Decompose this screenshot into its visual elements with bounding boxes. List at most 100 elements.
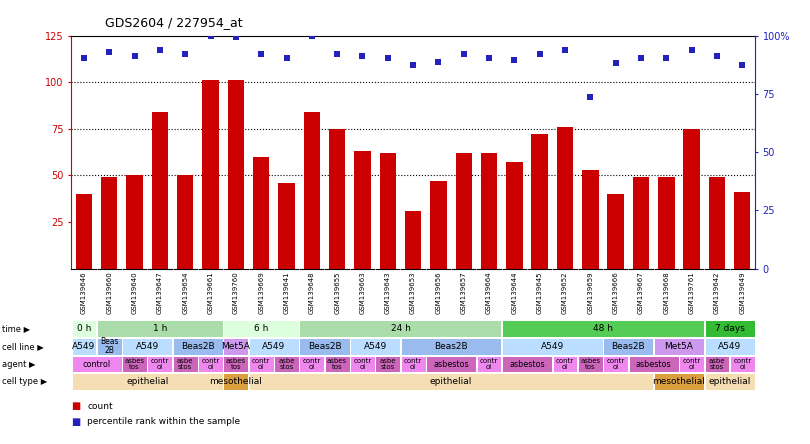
Bar — [71, 356, 122, 373]
Bar — [426, 356, 476, 373]
Text: asbes
tos: asbes tos — [125, 358, 145, 370]
Bar — [502, 338, 603, 355]
Text: 1 h: 1 h — [153, 324, 167, 333]
Text: GSM139666: GSM139666 — [612, 271, 619, 314]
Bar — [253, 157, 270, 269]
Text: A549: A549 — [262, 342, 285, 351]
Text: GSM139646: GSM139646 — [81, 271, 87, 314]
Bar — [300, 320, 501, 337]
Bar — [705, 338, 755, 355]
Text: 0 h: 0 h — [77, 324, 92, 333]
Bar — [329, 129, 345, 269]
Bar — [71, 373, 223, 390]
Bar — [228, 80, 244, 269]
Text: GSM139648: GSM139648 — [309, 271, 315, 314]
Text: epithelial: epithelial — [709, 377, 751, 386]
Text: contr
ol: contr ol — [252, 358, 271, 370]
Text: mesothelial: mesothelial — [210, 377, 262, 386]
Text: GSM139653: GSM139653 — [410, 271, 416, 314]
Bar — [279, 183, 295, 269]
Text: epithelial: epithelial — [126, 377, 168, 386]
Bar — [380, 153, 396, 269]
Bar — [198, 356, 223, 373]
Text: contr
ol: contr ol — [404, 358, 422, 370]
Text: asbe
stos: asbe stos — [177, 358, 194, 370]
Bar — [705, 356, 729, 373]
Text: A549: A549 — [364, 342, 386, 351]
Bar — [249, 338, 299, 355]
Text: asbes
tos: asbes tos — [327, 358, 347, 370]
Bar — [603, 356, 628, 373]
Bar — [582, 170, 599, 269]
Text: GSM139663: GSM139663 — [360, 271, 365, 314]
Bar — [325, 356, 350, 373]
Text: GSM139645: GSM139645 — [537, 271, 543, 313]
Bar — [354, 151, 371, 269]
Text: asbestos: asbestos — [433, 360, 469, 369]
Bar — [658, 177, 675, 269]
Bar — [122, 338, 173, 355]
Text: GSM139669: GSM139669 — [258, 271, 264, 314]
Bar — [97, 320, 223, 337]
Bar — [97, 338, 122, 355]
Text: GSM139654: GSM139654 — [182, 271, 188, 313]
Text: GSM139643: GSM139643 — [385, 271, 390, 314]
Text: GSM139647: GSM139647 — [157, 271, 163, 314]
Bar — [151, 112, 168, 269]
Bar — [202, 80, 219, 269]
Bar — [506, 163, 522, 269]
Text: GSM139655: GSM139655 — [335, 271, 340, 313]
Text: cell line ▶: cell line ▶ — [2, 342, 44, 351]
Bar — [476, 356, 501, 373]
Bar — [71, 320, 96, 337]
Bar — [578, 356, 603, 373]
Bar — [224, 356, 249, 373]
Bar — [122, 356, 147, 373]
Bar — [224, 338, 249, 355]
Bar — [734, 192, 751, 269]
Text: ■: ■ — [71, 401, 80, 411]
Bar — [556, 127, 573, 269]
Text: Met5A: Met5A — [664, 342, 693, 351]
Bar — [730, 356, 755, 373]
Bar — [350, 356, 375, 373]
Bar — [101, 177, 117, 269]
Bar — [173, 338, 223, 355]
Text: time ▶: time ▶ — [2, 324, 30, 333]
Text: contr
ol: contr ol — [480, 358, 498, 370]
Text: GSM139661: GSM139661 — [207, 271, 214, 314]
Bar — [608, 194, 624, 269]
Text: asbe
stos: asbe stos — [279, 358, 295, 370]
Text: asbe
stos: asbe stos — [709, 358, 725, 370]
Text: GSM139667: GSM139667 — [638, 271, 644, 314]
Text: contr
ol: contr ol — [607, 358, 625, 370]
Bar — [224, 373, 249, 390]
Bar — [401, 338, 501, 355]
Bar — [709, 177, 725, 269]
Text: contr
ol: contr ol — [683, 358, 701, 370]
Text: GSM139652: GSM139652 — [562, 271, 568, 313]
Bar — [350, 338, 400, 355]
Bar — [405, 211, 421, 269]
Bar — [173, 356, 198, 373]
Text: asbes
tos: asbes tos — [226, 358, 246, 370]
Text: asbe
stos: asbe stos — [380, 358, 396, 370]
Text: epithelial: epithelial — [430, 377, 472, 386]
Text: 48 h: 48 h — [593, 324, 613, 333]
Text: cell type ▶: cell type ▶ — [2, 377, 47, 386]
Text: contr
ol: contr ol — [733, 358, 752, 370]
Bar — [249, 356, 274, 373]
Text: A549: A549 — [135, 342, 159, 351]
Text: asbes
tos: asbes tos — [580, 358, 600, 370]
Bar — [705, 320, 755, 337]
Text: 7 days: 7 days — [714, 324, 744, 333]
Text: contr
ol: contr ol — [202, 358, 220, 370]
Bar — [147, 356, 173, 373]
Text: mesothelial: mesothelial — [653, 377, 706, 386]
Bar — [224, 320, 299, 337]
Text: contr
ol: contr ol — [353, 358, 372, 370]
Bar — [531, 135, 548, 269]
Bar — [71, 338, 96, 355]
Text: percentile rank within the sample: percentile rank within the sample — [87, 417, 241, 426]
Bar — [502, 356, 552, 373]
